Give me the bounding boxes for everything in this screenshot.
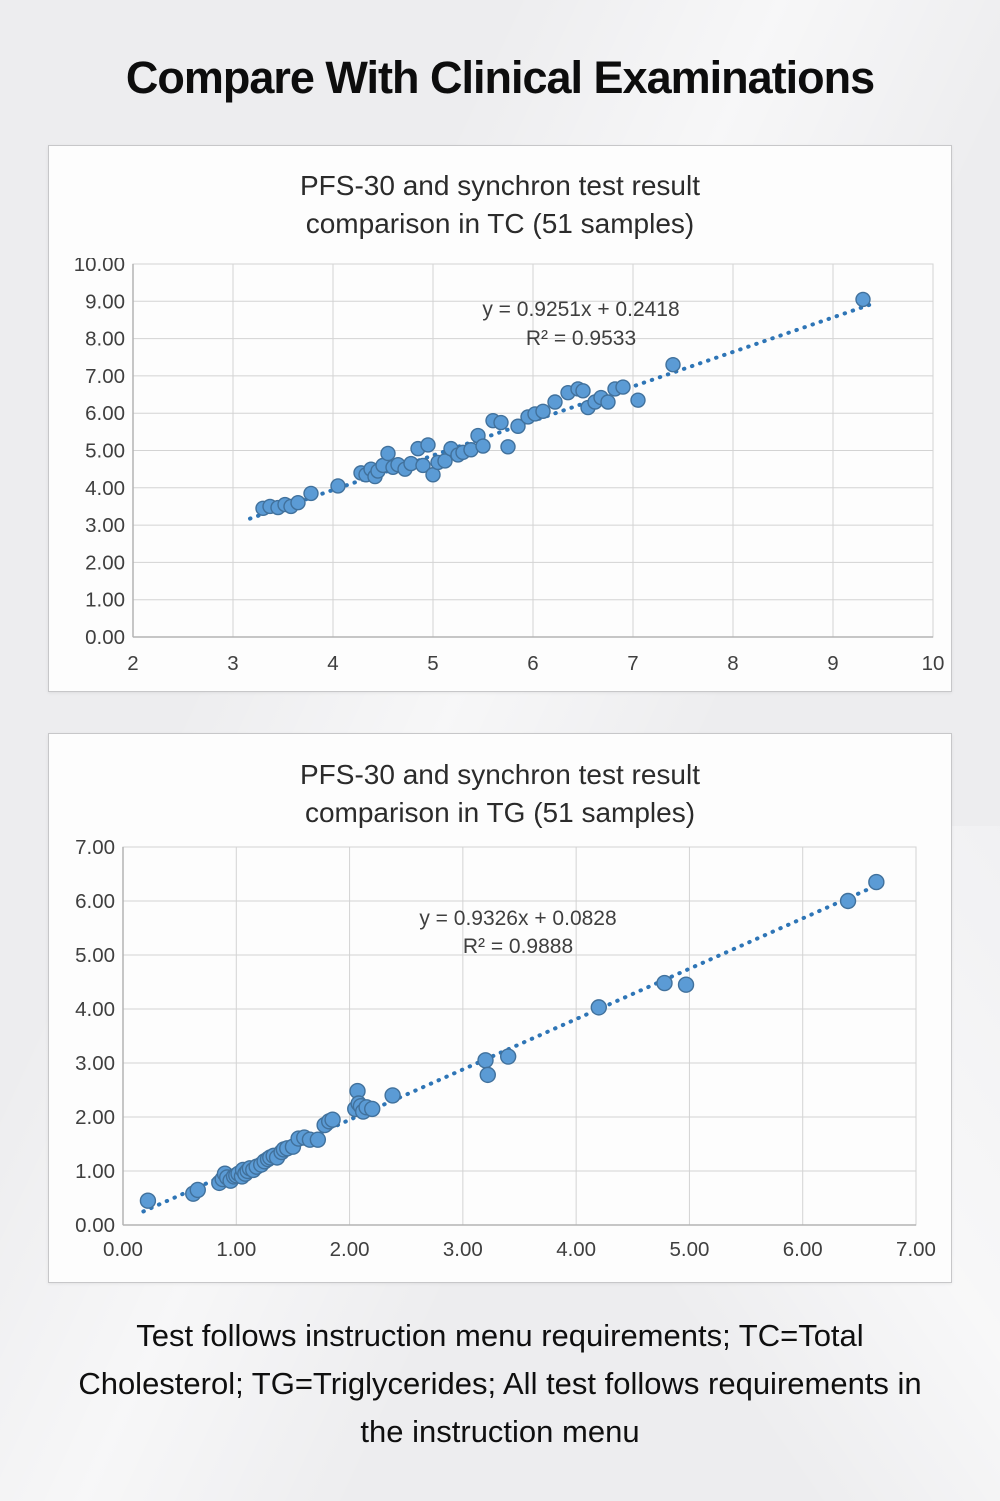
y-tick-label: 3.00 xyxy=(85,514,125,537)
scatter-point xyxy=(475,438,491,454)
scatter-point xyxy=(547,394,563,410)
trend-equation-label: y = 0.9251x + 0.2418 xyxy=(482,298,679,321)
x-tick-label: 3.00 xyxy=(443,1238,483,1261)
scatter-point xyxy=(479,1066,496,1084)
y-tick-label: 3.00 xyxy=(75,1052,115,1075)
y-tick-label: 2.00 xyxy=(75,1106,115,1129)
tg-chart-title-line1: PFS-30 and synchron test result xyxy=(300,759,700,790)
scatter-point xyxy=(364,1100,381,1118)
y-tick-label: 4.00 xyxy=(85,477,125,500)
scatter-point xyxy=(324,1111,341,1128)
scatter-point xyxy=(477,1052,494,1069)
scatter-point xyxy=(415,457,431,474)
footer-caption: Test follows instruction menu requiremen… xyxy=(0,1312,1000,1456)
y-tick-label: 0.00 xyxy=(85,626,125,649)
x-tick-label: 10 xyxy=(922,652,945,675)
tg-chart-panel: PFS-30 and synchron test result comparis… xyxy=(48,733,952,1283)
x-tick-label: 5 xyxy=(427,652,438,675)
y-tick-label: 10.00 xyxy=(74,258,125,276)
scatter-point xyxy=(309,1131,327,1148)
tc-scatter-chart: 2 3 4 5 6 7 8 9 10 0.00 1.00 2.00 3.00 4.00 5.00 6.00 7.… xyxy=(74,258,945,675)
tc-chart-title-line2: comparison in TC (51 samples) xyxy=(305,208,695,239)
scatter-point xyxy=(330,478,346,494)
x-tick-label: 2 xyxy=(127,652,138,675)
scatter-point xyxy=(630,392,646,408)
x-tick-label: 1.00 xyxy=(216,1238,256,1261)
y-tick-label: 1.00 xyxy=(85,589,125,612)
scatter-point xyxy=(615,379,631,395)
scatter-point xyxy=(590,999,607,1016)
x-tick-label: 0.00 xyxy=(103,1238,143,1261)
scatter-series xyxy=(255,291,871,517)
page-title: Compare With Clinical Examinations xyxy=(125,52,875,103)
scatter-point xyxy=(868,873,885,891)
scatter-point xyxy=(575,383,591,399)
tc-chart-title: PFS-30 and synchron test result comparis… xyxy=(49,146,951,243)
x-tick-label: 9 xyxy=(827,652,838,675)
x-tick-label: 6 xyxy=(527,652,538,675)
scatter-point xyxy=(493,414,509,431)
r-squared-label: R² = 0.9533 xyxy=(526,327,636,350)
y-tick-label: 0.00 xyxy=(75,1214,115,1237)
tc-chart-panel: PFS-30 and synchron test result comparis… xyxy=(48,145,952,692)
scatter-point xyxy=(303,485,319,502)
scatter-point xyxy=(139,1192,157,1209)
scatter-point xyxy=(665,357,681,373)
trendline xyxy=(248,302,873,521)
scatter-series xyxy=(139,873,885,1209)
trend-equation-label: y = 0.9326x + 0.0828 xyxy=(419,907,616,930)
x-tick-label: 4 xyxy=(327,652,338,675)
y-tick-label: 2.00 xyxy=(85,551,125,574)
x-tick-label: 6.00 xyxy=(783,1238,823,1261)
r-squared-label: R² = 0.9888 xyxy=(463,935,573,958)
x-tick-label: 2.00 xyxy=(330,1238,370,1261)
x-tick-label: 8 xyxy=(727,652,738,675)
scatter-point xyxy=(437,453,453,469)
y-tick-label: 6.00 xyxy=(75,890,115,913)
footer-caption-text: Test follows instruction menu requiremen… xyxy=(78,1318,922,1449)
scatter-point xyxy=(420,437,436,453)
gridlines xyxy=(132,263,934,638)
y-tick-label: 7.00 xyxy=(85,365,125,388)
y-tick-label: 6.00 xyxy=(85,402,125,425)
scatter-point xyxy=(855,291,871,308)
tg-chart-title: PFS-30 and synchron test result comparis… xyxy=(49,734,951,832)
tg-scatter-chart: 0.00 1.00 2.00 3.00 4.00 5.00 6.00 7.00 0.00 1.00… xyxy=(75,839,936,1261)
scatter-point xyxy=(500,439,516,455)
scatter-point xyxy=(499,1048,517,1065)
x-tick-label: 7.00 xyxy=(896,1238,936,1261)
y-tick-label: 5.00 xyxy=(85,440,125,463)
scatter-point xyxy=(839,892,857,910)
tc-chart-title-line1: PFS-30 and synchron test result xyxy=(300,170,700,201)
y-tick-label: 1.00 xyxy=(75,1160,115,1183)
scatter-point xyxy=(677,976,695,993)
y-tick-label: 7.00 xyxy=(75,839,115,859)
scatter-point xyxy=(290,495,306,511)
x-tick-label: 7 xyxy=(627,652,638,675)
scatter-point xyxy=(510,418,526,434)
scatter-point xyxy=(380,445,396,462)
y-tick-label: 9.00 xyxy=(85,290,125,313)
y-tick-label: 5.00 xyxy=(75,944,115,967)
x-tick-label: 5.00 xyxy=(669,1238,709,1261)
scatter-point xyxy=(189,1181,206,1199)
y-tick-label: 4.00 xyxy=(75,998,115,1021)
y-tick-label: 8.00 xyxy=(85,328,125,351)
tg-chart-title-line2: comparison in TG (51 samples) xyxy=(304,797,696,828)
scatter-point xyxy=(384,1087,401,1104)
x-tick-label: 3 xyxy=(227,652,238,675)
scatter-point xyxy=(600,394,616,410)
scatter-point xyxy=(535,403,551,420)
scatter-point xyxy=(656,974,673,992)
x-tick-label: 4.00 xyxy=(556,1238,596,1261)
